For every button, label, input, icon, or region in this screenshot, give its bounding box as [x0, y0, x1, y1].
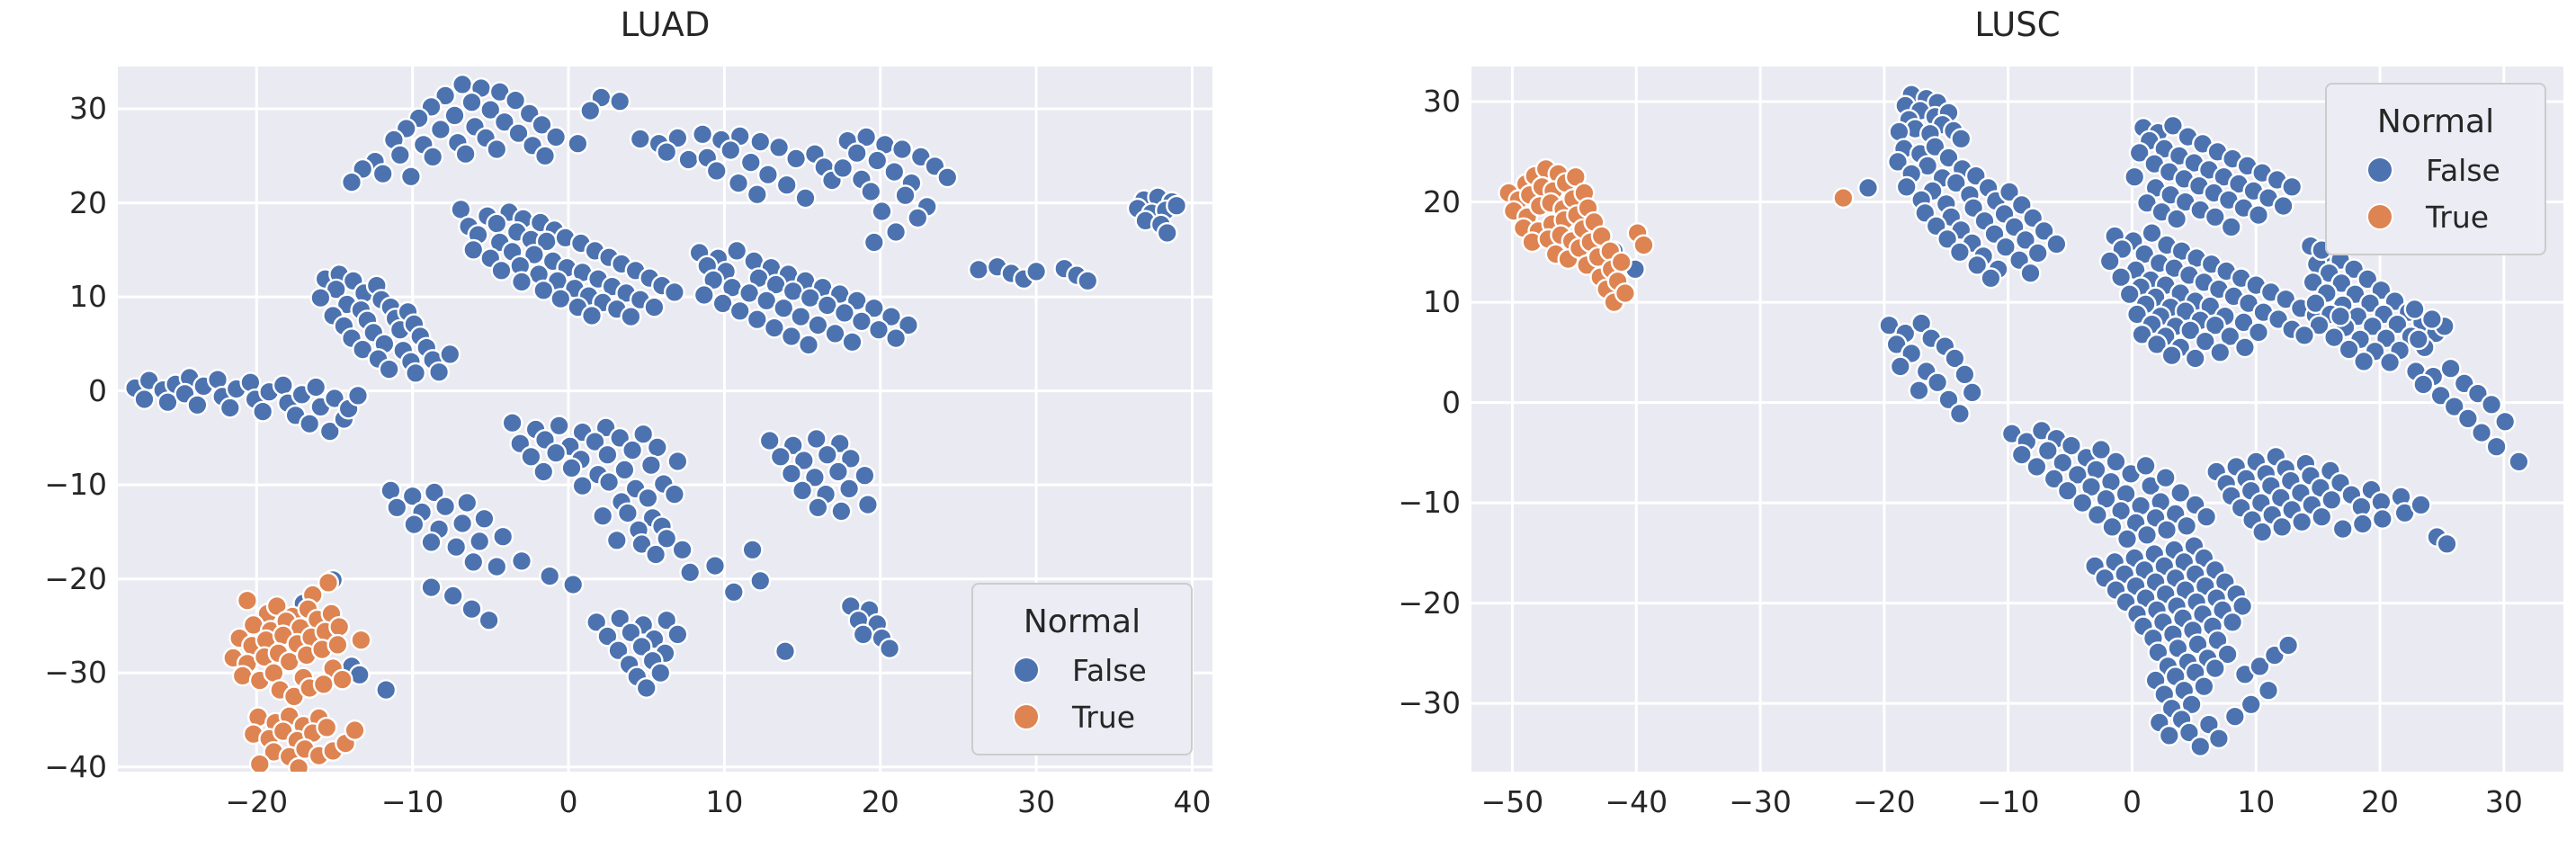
false-marker-icon	[2366, 156, 2393, 183]
y-tick-label: 20	[69, 184, 107, 220]
legend-label-true: True	[1072, 699, 1136, 735]
x-tick-label: −10	[380, 784, 444, 819]
legend-title: Normal	[2376, 103, 2495, 141]
lusc-legend: Normal False True	[2325, 83, 2546, 255]
x-tick-label: 0	[2122, 784, 2142, 819]
x-tick-label: −20	[1853, 784, 1916, 819]
legend-row-false: False	[986, 653, 1178, 688]
y-tick-label: −10	[44, 467, 107, 503]
y-tick-label: −30	[1398, 685, 1461, 721]
lusc-title: LUSC	[1974, 5, 2061, 44]
x-tick-label: −10	[1976, 784, 2040, 819]
x-tick-label: 30	[1017, 784, 1056, 819]
x-tick-label: 40	[1173, 784, 1212, 819]
lusc-scatter-axes	[1471, 67, 2563, 772]
legend-row-true: True	[986, 700, 1178, 735]
true-marker-icon	[2366, 203, 2393, 231]
x-tick-label: 30	[2484, 784, 2523, 819]
legend-row-true: True	[2339, 200, 2532, 235]
x-tick-label: −30	[1729, 784, 1792, 819]
y-tick-label: 0	[1442, 384, 1461, 420]
legend-label-false: False	[1072, 652, 1147, 688]
y-tick-label: −40	[44, 748, 107, 784]
y-tick-label: 10	[69, 279, 107, 315]
luad-scatter-axes	[118, 67, 1212, 772]
y-tick-label: 0	[88, 372, 107, 408]
y-tick-label: −20	[44, 560, 107, 596]
y-tick-label: 30	[1423, 84, 1461, 120]
y-tick-label: 10	[1423, 284, 1461, 320]
luad-title: LUAD	[620, 5, 711, 44]
false-marker-icon	[1013, 657, 1040, 684]
x-tick-label: −20	[225, 784, 289, 819]
legend-label-true: True	[2426, 199, 2490, 235]
y-tick-label: 30	[69, 91, 107, 127]
legend-row-false: False	[2339, 153, 2532, 188]
x-tick-label: −50	[1480, 784, 1544, 819]
y-tick-label: 20	[1423, 183, 1461, 219]
legend-title: Normal	[1023, 603, 1141, 641]
y-tick-label: −10	[1398, 485, 1461, 521]
y-tick-label: −30	[44, 655, 107, 691]
x-tick-label: 20	[2361, 784, 2400, 819]
x-tick-label: 10	[2237, 784, 2276, 819]
legend-label-false: False	[2426, 152, 2500, 188]
luad-legend: Normal False True	[971, 583, 1193, 755]
y-tick-label: −20	[1398, 585, 1461, 621]
x-tick-label: 0	[559, 784, 578, 819]
x-tick-label: 10	[705, 784, 744, 819]
x-tick-label: 20	[861, 784, 899, 819]
x-tick-label: −40	[1605, 784, 1668, 819]
true-marker-icon	[1013, 703, 1040, 731]
